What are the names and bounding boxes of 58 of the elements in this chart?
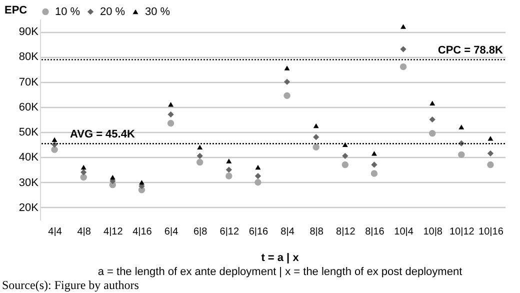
point — [80, 174, 87, 181]
y-tick-label: 60K — [18, 101, 40, 114]
point — [196, 152, 203, 159]
point — [196, 158, 204, 166]
point — [313, 123, 319, 128]
legend-label: 10 % — [55, 6, 80, 18]
point — [254, 172, 262, 180]
point — [370, 170, 378, 177]
point — [284, 66, 290, 70]
x-axis-title: t = a | x — [260, 251, 300, 266]
point — [342, 161, 349, 168]
point — [197, 144, 203, 150]
y-axis-title: EPC — [4, 4, 28, 16]
point — [487, 150, 494, 156]
point — [487, 161, 494, 168]
point — [226, 166, 232, 173]
point — [284, 78, 290, 85]
point — [168, 111, 174, 118]
point — [80, 169, 87, 176]
point — [313, 134, 320, 140]
point — [80, 164, 86, 170]
point — [430, 100, 436, 106]
ref-line-label: AVG = 45.4K — [70, 128, 135, 141]
point — [488, 136, 494, 141]
source-note: Source(s): Figure by authors — [1, 278, 140, 293]
point — [312, 144, 320, 150]
y-tick-label: 50K — [18, 126, 40, 139]
point — [167, 120, 174, 127]
point — [254, 178, 262, 186]
point — [458, 151, 465, 158]
point — [371, 151, 377, 156]
point — [138, 180, 144, 185]
point — [226, 158, 232, 164]
point — [51, 146, 58, 153]
point — [284, 92, 290, 99]
y-tick-label: 80K — [18, 51, 40, 64]
legend-label: 30 % — [145, 6, 170, 18]
ref-line-label: CPC = 78.8K — [438, 44, 504, 57]
point — [428, 130, 436, 137]
y-tick-label: 70K — [18, 76, 40, 88]
point — [226, 172, 232, 180]
legend-label: 20 % — [100, 6, 126, 18]
y-tick-label: 30K — [18, 176, 40, 189]
point — [255, 164, 261, 170]
point — [400, 24, 406, 29]
point — [52, 137, 58, 142]
point — [458, 124, 464, 130]
point — [342, 152, 348, 159]
text: a = the length of ex ante deployment | x = the length of ex post deployment — [96, 266, 464, 278]
point — [400, 46, 406, 52]
point — [371, 162, 378, 168]
y-tick-label: 20K — [18, 202, 40, 214]
point — [400, 63, 407, 70]
point — [110, 174, 116, 180]
point — [168, 102, 174, 107]
y-tick-label: 40K — [18, 152, 40, 164]
point — [429, 116, 436, 123]
y-tick-label: 90K — [18, 26, 40, 38]
